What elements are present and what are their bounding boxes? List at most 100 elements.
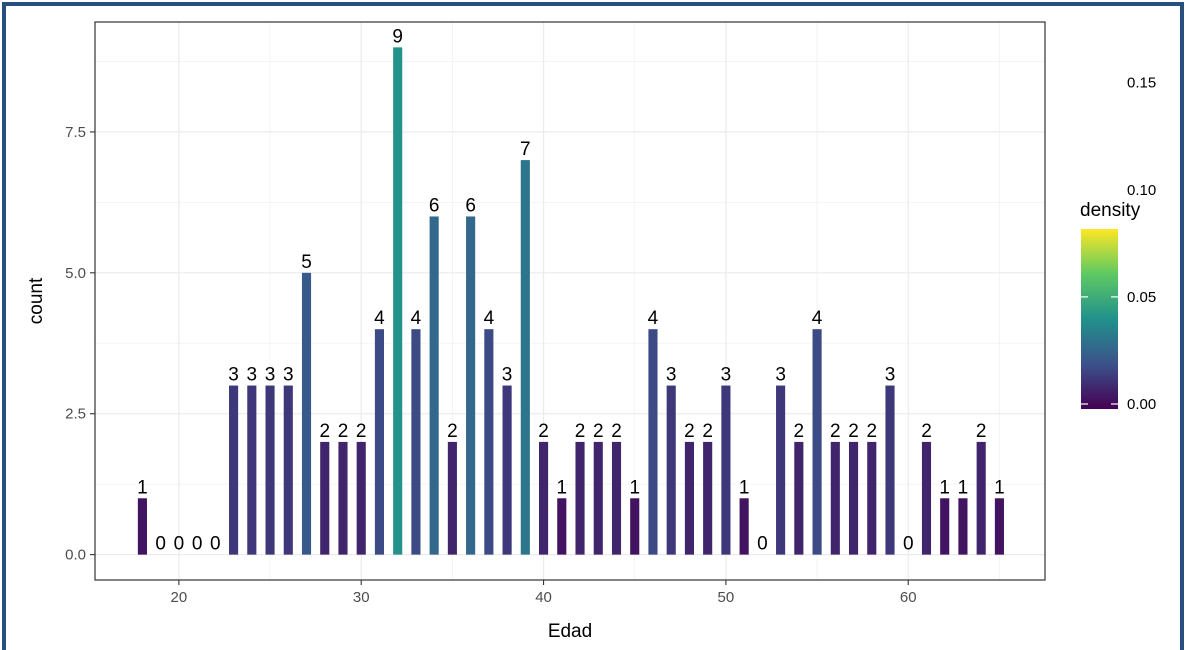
histogram-bar <box>794 441 804 555</box>
histogram-bar <box>976 441 986 555</box>
legend-ticks: 0.00 0.05 0.10 0.15 <box>1081 75 1156 413</box>
legend-tick-label: 0.10 <box>1127 182 1156 199</box>
bar-count-label: 6 <box>429 195 440 216</box>
bar-count-label: 9 <box>392 26 403 47</box>
bar-count-label: 0 <box>174 534 185 555</box>
legend-tick-label: 0.05 <box>1127 289 1156 306</box>
histogram-bar <box>575 441 585 555</box>
bar-count-label: 3 <box>228 365 239 386</box>
bar-count-label: 2 <box>611 421 622 442</box>
bar-count-label: 3 <box>283 365 294 386</box>
histogram-bar <box>940 498 950 555</box>
x-axis-ticks: 20 30 40 50 60 <box>171 580 917 606</box>
histogram-bar <box>666 385 676 555</box>
x-tick-label: 50 <box>718 589 735 606</box>
bar-count-label: 0 <box>192 534 203 555</box>
bar-count-label: 2 <box>447 421 458 442</box>
histogram-bar <box>739 498 749 555</box>
histogram-bar <box>374 329 385 555</box>
bar-count-label: 4 <box>812 308 823 329</box>
bar-count-label: 1 <box>939 477 950 498</box>
histogram-bar <box>958 498 968 555</box>
legend-tick-label: 0.15 <box>1127 75 1156 92</box>
bar-count-label: 2 <box>356 421 367 442</box>
bar-count-label: 2 <box>976 421 987 442</box>
histogram-bar <box>703 441 713 555</box>
histogram-bar <box>776 385 786 555</box>
bar-count-label: 5 <box>301 252 312 273</box>
bar-count-label: 2 <box>319 421 330 442</box>
y-axis-title: count <box>26 277 47 324</box>
x-tick-label: 30 <box>353 589 370 606</box>
bar-count-label: 2 <box>538 421 549 442</box>
bar-count-label: 1 <box>739 477 750 498</box>
histogram-bar <box>502 385 512 555</box>
histogram-bar <box>885 385 895 555</box>
histogram-bar <box>447 441 457 555</box>
histogram-bar <box>247 385 257 555</box>
histogram-bar <box>283 385 293 555</box>
histogram-bar <box>320 441 330 555</box>
bar-count-label: 2 <box>684 421 695 442</box>
histogram-bar <box>484 329 494 555</box>
histogram-bar <box>265 385 275 555</box>
histogram-bar <box>229 385 239 555</box>
histogram-bar <box>830 441 840 555</box>
bar-count-label: 3 <box>502 365 513 386</box>
histogram-bar <box>137 498 147 555</box>
histogram-bar <box>867 441 877 555</box>
bar-count-label: 2 <box>794 421 805 442</box>
histogram-bar <box>301 272 312 555</box>
bar-count-label: 1 <box>629 477 640 498</box>
bar-count-label: 3 <box>666 365 677 386</box>
x-axis-title: Edad <box>548 621 592 642</box>
bar-count-label: 3 <box>247 365 258 386</box>
histogram-bar <box>411 329 421 555</box>
bar-count-label: 6 <box>465 195 476 216</box>
bar-count-label: 3 <box>885 365 896 386</box>
histogram-bar <box>393 47 403 555</box>
histogram-bar <box>721 385 731 555</box>
legend-tick-label: 0.00 <box>1127 396 1156 413</box>
histogram-bar <box>630 498 640 555</box>
histogram-bar <box>684 441 694 555</box>
bars <box>137 47 1004 555</box>
panel-border <box>94 21 1046 581</box>
histogram-bar <box>356 441 366 555</box>
y-tick-label: 5.0 <box>65 265 86 282</box>
histogram-bar <box>848 441 859 555</box>
bar-count-label: 0 <box>903 534 914 555</box>
histogram-bar <box>557 498 567 555</box>
histogram-bar <box>593 441 603 555</box>
y-tick-label: 7.5 <box>65 124 86 141</box>
bar-count-label: 1 <box>557 477 568 498</box>
bar-count-label: 1 <box>994 477 1005 498</box>
bar-count-label: 4 <box>374 308 385 329</box>
histogram-bar <box>994 498 1004 555</box>
histogram-bar <box>921 441 932 555</box>
histogram-bar <box>812 329 822 555</box>
y-axis-ticks: 0.0 2.5 5.0 7.5 <box>65 124 95 564</box>
bar-count-label: 0 <box>757 534 768 555</box>
bar-count-label: 2 <box>338 421 349 442</box>
bar-count-label: 0 <box>210 534 221 555</box>
histogram-bar <box>520 160 530 555</box>
bar-count-label: 1 <box>958 477 969 498</box>
histogram-bar <box>539 441 549 555</box>
bar-count-label: 2 <box>921 421 932 442</box>
bar-count-label: 4 <box>648 308 659 329</box>
bar-count-label: 0 <box>155 534 166 555</box>
bar-count-label: 2 <box>593 421 604 442</box>
bar-count-label: 2 <box>830 421 841 442</box>
histogram-bar <box>611 441 622 555</box>
histogram-bar <box>466 216 476 555</box>
bar-count-label: 7 <box>520 139 531 160</box>
bar-count-label: 1 <box>137 477 148 498</box>
bar-count-label: 2 <box>702 421 713 442</box>
x-tick-label: 60 <box>900 589 917 606</box>
legend-title: density <box>1080 200 1141 221</box>
x-tick-label: 40 <box>535 589 552 606</box>
bar-count-label: 4 <box>484 308 495 329</box>
